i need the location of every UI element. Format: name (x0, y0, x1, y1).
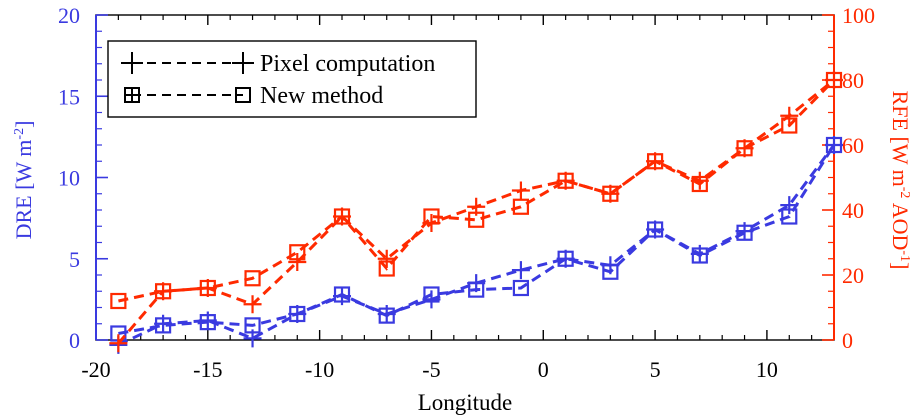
data-point-square (825, 71, 843, 89)
data-point-square (333, 208, 351, 225)
series-layer (109, 71, 843, 354)
data-point-square (602, 263, 619, 280)
legend-box (107, 40, 477, 118)
left-y-tick-label: 15 (58, 84, 80, 109)
data-point-plus (243, 295, 262, 314)
data-point-square (154, 317, 172, 334)
right-y-axis-label-sup2: -1 (897, 250, 912, 262)
right-y-axis-label-sup1: -2 (897, 187, 912, 199)
data-point-square (602, 185, 619, 202)
left-y-tick-label: 0 (69, 328, 80, 353)
right-y-tick-label: 20 (842, 263, 864, 288)
legend: Pixel computation New method (107, 40, 477, 118)
x-tick-label: 0 (538, 357, 549, 382)
right-y-tick-label: 40 (842, 198, 864, 223)
x-tick-label: -20 (81, 357, 110, 382)
x-tick-label: -10 (305, 357, 334, 382)
data-point-square (154, 283, 172, 300)
left-y-axis-label-end: ] (11, 121, 36, 128)
data-point-square (378, 260, 395, 277)
data-point-square (289, 244, 306, 261)
data-point-square (691, 175, 708, 193)
right-y-tick-label: 100 (842, 3, 875, 28)
data-point-square (646, 153, 664, 170)
data-point-plus (780, 106, 799, 125)
x-tick-label: 5 (650, 357, 661, 382)
series-line-left-square (118, 144, 836, 335)
left-y-tick-label: 10 (58, 166, 80, 191)
left-y-tick-label: 5 (69, 247, 80, 272)
right-y-tick-label: 0 (842, 328, 853, 353)
legend-marker-pixel-end (232, 52, 254, 74)
data-point-square (736, 140, 753, 157)
data-point-square (378, 307, 395, 324)
left-y-axis-label: DRE [W m-2] (11, 121, 36, 240)
legend-label-pixel: Pixel computation (260, 51, 435, 77)
data-point-square (468, 281, 485, 298)
x-tick-label: 10 (756, 357, 778, 382)
left-y-axis-label-main: DRE [W m (11, 140, 36, 240)
data-point-square (781, 208, 798, 225)
right-y-axis-label-main: RFE [W m (888, 91, 913, 187)
data-point-plus (109, 334, 128, 353)
data-point-plus (511, 261, 530, 280)
data-point-plus (288, 253, 307, 271)
right-y-tick-label: 80 (842, 68, 864, 93)
legend-marker-new-start (124, 87, 140, 103)
data-point-square (736, 224, 753, 241)
data-point-square (199, 314, 216, 331)
left-y-tick-label: 20 (58, 3, 80, 28)
data-point-square (244, 317, 261, 334)
right-y-axis-label-end: ] (888, 262, 913, 269)
data-point-square (691, 247, 708, 264)
legend-marker-new-end (235, 87, 251, 103)
x-tick-label: -5 (422, 357, 440, 382)
data-point-square (423, 286, 440, 303)
x-axis-label: Longitude (418, 390, 513, 415)
data-point-square (557, 250, 574, 267)
data-point-square (825, 136, 843, 154)
data-point-square (423, 208, 440, 225)
data-point-square (557, 172, 574, 189)
data-point-square (468, 211, 485, 228)
data-point-square (110, 292, 127, 310)
right-y-tick-label: 60 (842, 133, 864, 158)
series-line-right-square (118, 78, 836, 303)
left-y-axis-label-sup: -2 (12, 128, 27, 140)
data-point-square (646, 221, 664, 238)
data-point-square (333, 286, 351, 303)
data-point-square (244, 270, 261, 287)
legend-marker-pixel-start (121, 52, 143, 74)
data-point-square (512, 198, 530, 215)
data-point-square (199, 279, 216, 297)
data-point-square (781, 117, 798, 134)
data-point-square (289, 305, 306, 323)
right-y-axis-label-mid: AOD (888, 198, 913, 250)
legend-label-new: New method (260, 83, 383, 109)
data-point-square (512, 279, 530, 297)
x-tick-label: -15 (193, 357, 222, 382)
series-line-left-plus (117, 144, 836, 347)
data-point-plus (511, 181, 530, 200)
data-point-plus (377, 249, 396, 268)
right-y-axis-label: RFE [W m-2 AOD-1] (888, 91, 913, 270)
